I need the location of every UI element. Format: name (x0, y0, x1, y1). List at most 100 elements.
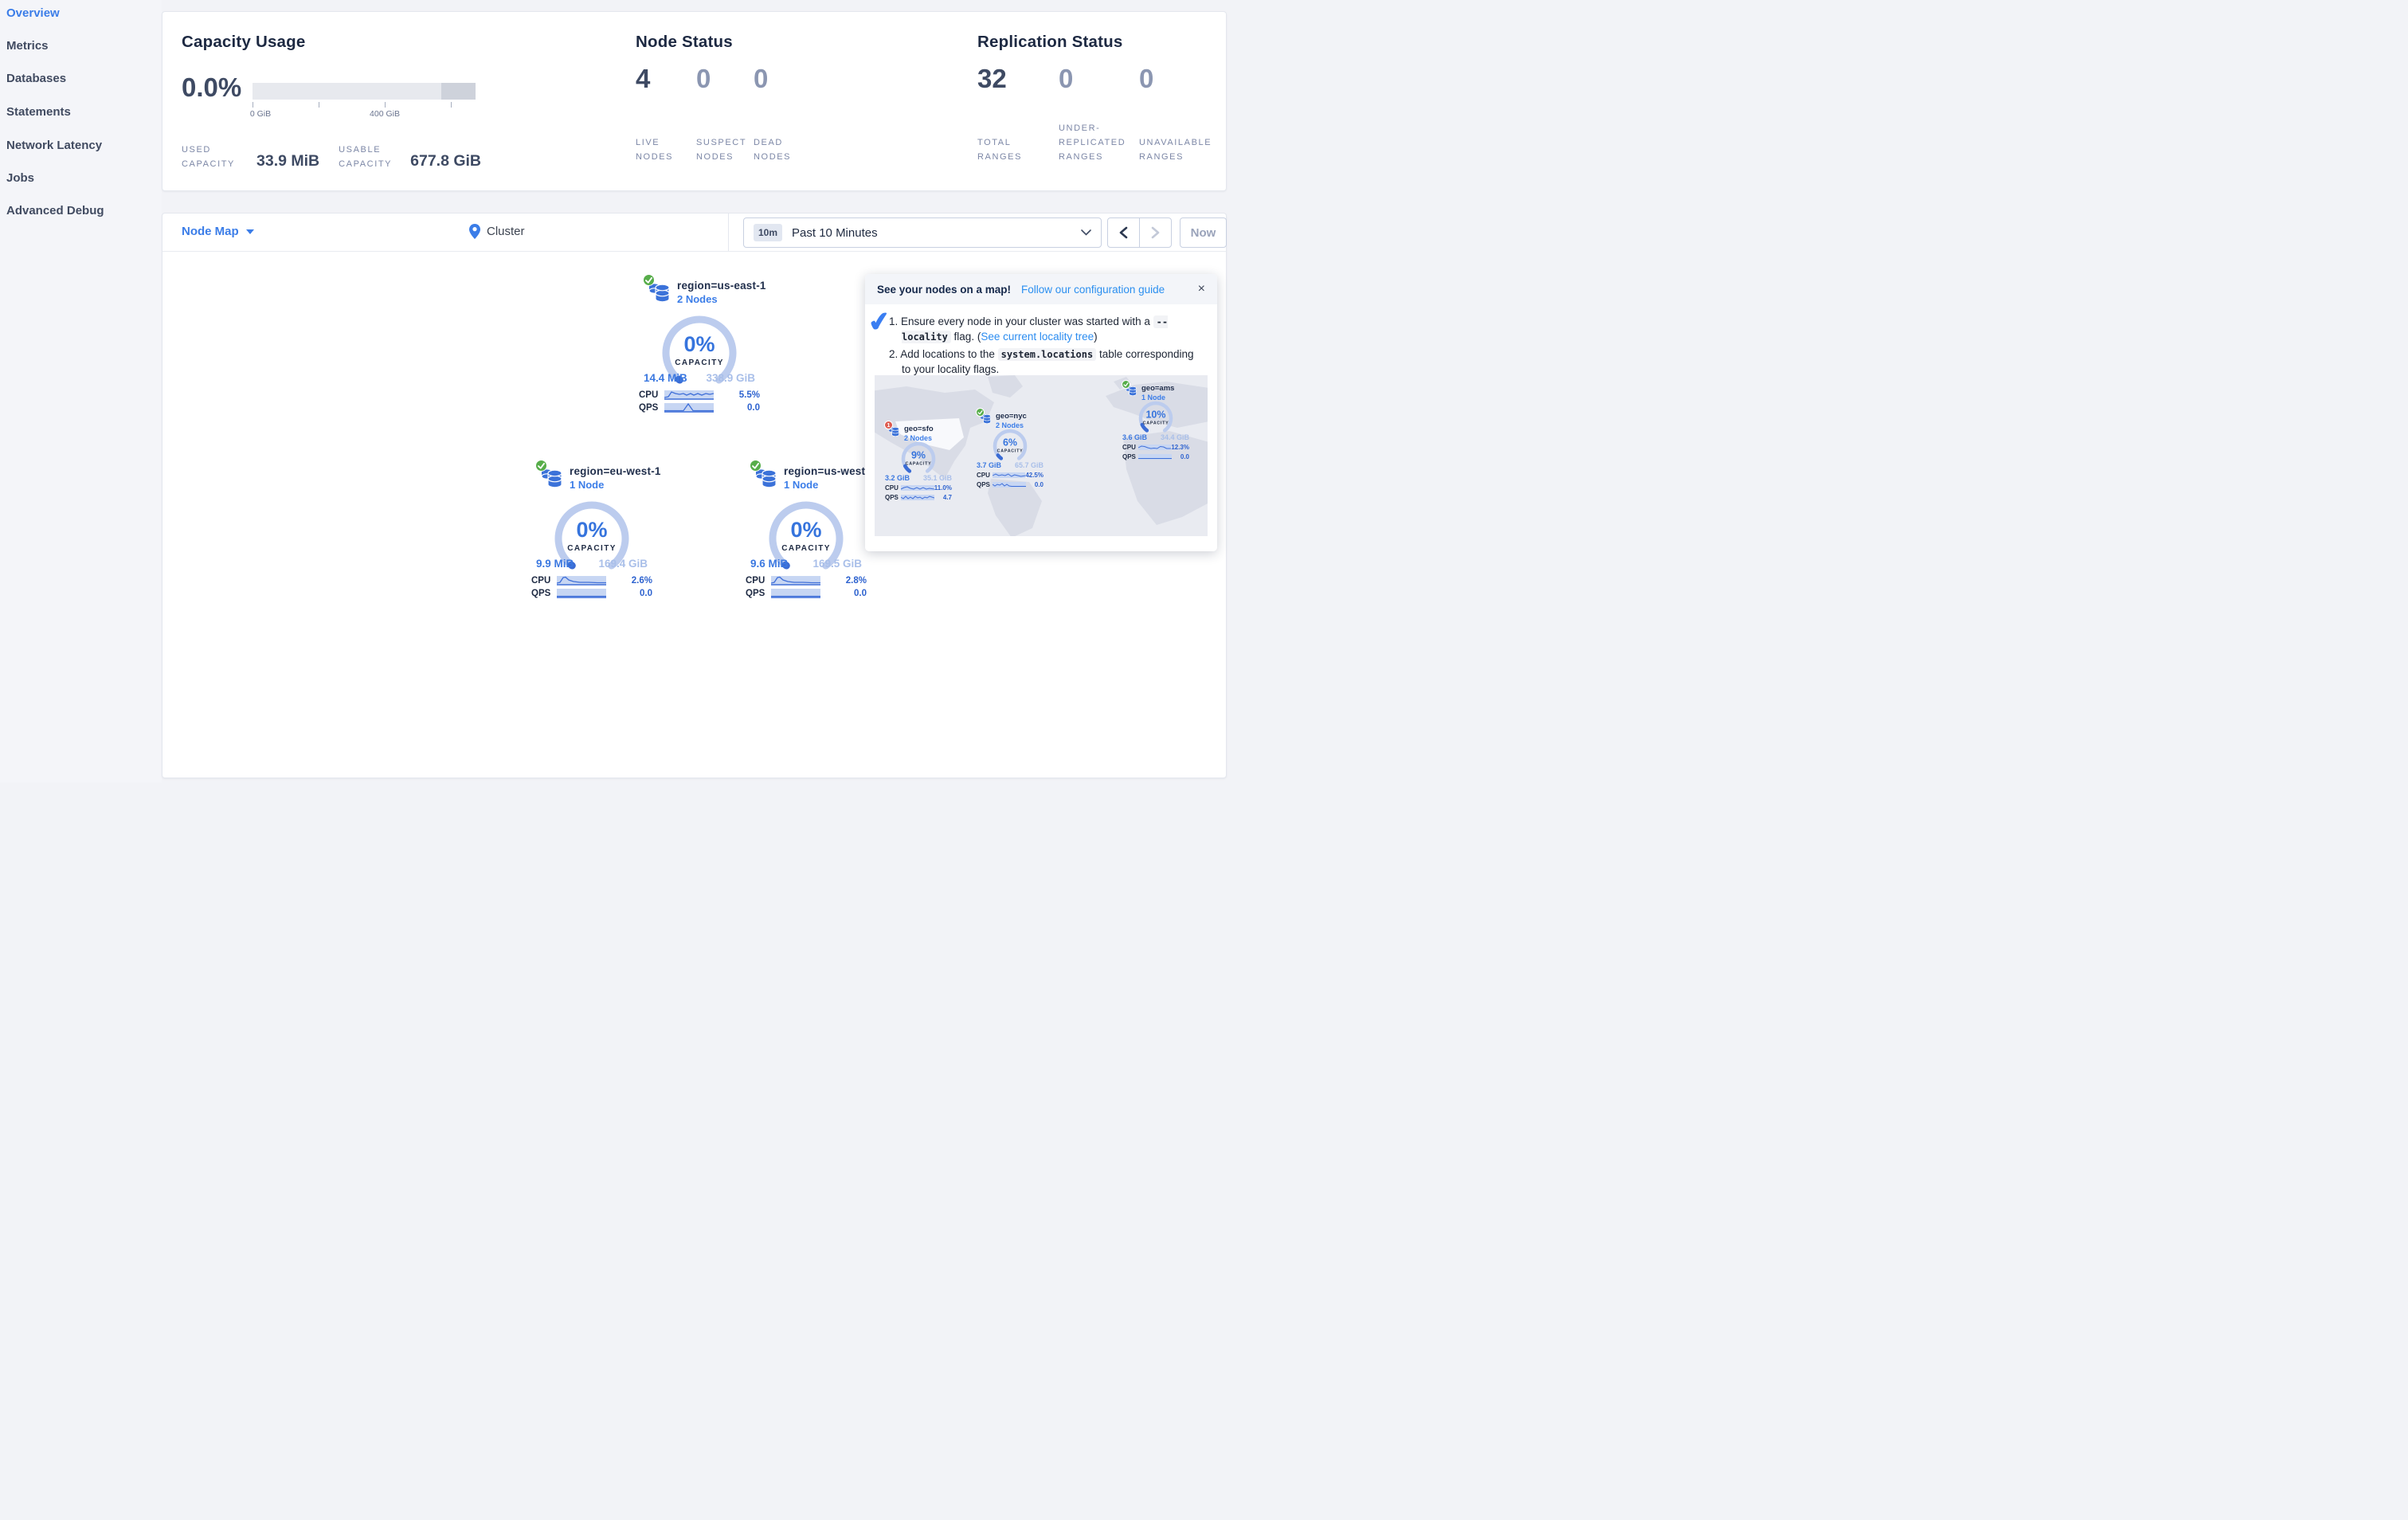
cpu-label: CPU (977, 472, 990, 479)
cpu-value: 2.8% (845, 575, 867, 586)
cpu-value: 2.6% (631, 575, 652, 586)
chevron-right-icon (1151, 226, 1160, 239)
cpu-sparkline (900, 485, 934, 491)
setup-steps: 1. Ensure every node in your cluster was… (865, 304, 1217, 378)
live-nodes-label: LIVE NODES (636, 137, 674, 162)
capacity-gauge: 6% CAPACITY (993, 429, 1028, 460)
region-name: region=eu-west-1 (570, 465, 661, 477)
capacity-gauge: 9% CAPACITY (901, 441, 936, 473)
time-range-badge: 10m (754, 224, 783, 241)
sidebar-item-jobs[interactable]: Jobs (6, 171, 35, 185)
cpu-value: 11.0% (934, 484, 952, 492)
next-time-button[interactable] (1139, 218, 1171, 247)
region-name: region=us-west-1 (784, 465, 875, 477)
geo-name: geo=nyc (996, 412, 1027, 421)
cpu-sparkline (557, 576, 606, 586)
breadcrumb-label: Cluster (487, 225, 525, 238)
sidebar: Overview Metrics Databases Statements Ne… (0, 0, 162, 782)
chevron-down-icon (1081, 229, 1091, 236)
capacity-tick-0gib: 0 GiB (249, 109, 272, 119)
locality-tree-link[interactable]: See current locality tree (981, 330, 1094, 343)
capacity-bar-other-segment (441, 83, 476, 100)
time-range-dropdown[interactable]: 10m Past 10 Minutes (743, 217, 1102, 248)
node-map-toolbar: Node Map Cluster 10m Past 10 Minutes (162, 214, 1227, 252)
qps-value: 0.0 (854, 588, 867, 598)
setup-step-2: 2. Add locations to the system.locations… (889, 348, 1194, 375)
geo-node-count-link[interactable]: 1 Node (1141, 394, 1166, 402)
time-pager (1107, 217, 1172, 248)
configuration-guide-link[interactable]: Follow our configuration guide (1021, 283, 1165, 296)
svg-text:CAPACITY: CAPACITY (781, 544, 831, 553)
warning-status-icon: 1 (884, 421, 893, 429)
cluster-summary-card: Capacity Usage 0.0% 0 GiB 400 GiB US (162, 11, 1227, 191)
sidebar-item-databases[interactable]: Databases (6, 72, 67, 85)
toolbar-divider (728, 214, 729, 251)
qps-label: QPS (639, 402, 659, 413)
qps-sparkline (1138, 454, 1172, 460)
capacity-usage-title: Capacity Usage (182, 33, 306, 51)
region-used-capacity: 9.6 MiB (750, 558, 789, 570)
svg-text:CAPACITY: CAPACITY (567, 544, 617, 553)
healthy-status-icon (976, 408, 985, 417)
capacity-bar: 0 GiB 400 GiB (249, 83, 476, 120)
cpu-value: 5.5% (738, 390, 760, 400)
replication-status-title: Replication Status (977, 33, 1123, 51)
sidebar-item-advanced-debug[interactable]: Advanced Debug (6, 204, 104, 217)
cpu-label: CPU (746, 575, 765, 586)
qps-sparkline (993, 482, 1026, 488)
region-node-count-link[interactable]: 1 Node (570, 479, 605, 491)
map-pin-icon (469, 224, 480, 239)
geo-total-capacity: 65.7 GiB (1014, 461, 1043, 469)
dead-nodes-label: DEAD NODES (754, 137, 792, 162)
qps-value: 0.0 (1034, 481, 1043, 488)
under-replicated-ranges-label: UNDER- REPLICATED RANGES (1059, 123, 1126, 162)
geo-node-count-link[interactable]: 2 Nodes (996, 421, 1024, 429)
system-locations-code: system.locations (997, 348, 1097, 362)
healthy-status-icon (643, 274, 655, 286)
sidebar-item-metrics[interactable]: Metrics (6, 39, 49, 53)
cpu-label: CPU (639, 390, 659, 400)
geo-node-count-link[interactable]: 2 Nodes (904, 434, 933, 442)
completed-check-icon: ✔ (866, 305, 893, 338)
sidebar-item-network-latency[interactable]: Network Latency (6, 139, 103, 152)
close-icon[interactable]: × (1197, 282, 1205, 296)
capacity-bar-ticks (253, 102, 476, 108)
chevron-down-icon (245, 229, 254, 234)
suspect-nodes-label: SUSPECT NODES (696, 137, 747, 162)
cpu-sparkline (771, 576, 820, 586)
callout-title: See your nodes on a map! (877, 283, 1012, 296)
qps-sparkline (771, 589, 820, 598)
qps-label: QPS (746, 588, 765, 598)
qps-label: QPS (977, 481, 990, 488)
svg-text:0%: 0% (790, 518, 821, 542)
time-range-label: Past 10 Minutes (792, 225, 878, 240)
unavailable-ranges-label: UNAVAILABLE RANGES (1139, 137, 1212, 162)
geo-used-capacity: 3.6 GiB (1122, 433, 1148, 441)
region-total-capacity: 338.9 GiB (706, 372, 755, 384)
capacity-percent: 0.0% (182, 72, 242, 102)
cpu-sparkline (992, 472, 1026, 478)
region-node-count-link[interactable]: 2 Nodes (677, 293, 718, 305)
svg-text:0%: 0% (576, 518, 607, 542)
used-capacity-value: 33.9 MiB (256, 152, 320, 170)
sidebar-item-statements[interactable]: Statements (6, 105, 71, 119)
capacity-usage-section: Capacity Usage 0.0% 0 GiB 400 GiB US (182, 33, 516, 176)
svg-text:CAPACITY: CAPACITY (1143, 421, 1169, 426)
sidebar-item-overview[interactable]: Overview (6, 6, 60, 20)
prev-time-button[interactable] (1108, 218, 1139, 247)
svg-text:CAPACITY: CAPACITY (906, 462, 932, 467)
svg-text:9%: 9% (911, 450, 926, 461)
healthy-status-icon (535, 460, 547, 472)
node-map-setup-callout: See your nodes on a map! Follow our conf… (865, 274, 1217, 551)
svg-text:6%: 6% (1003, 437, 1017, 449)
region-node-count-link[interactable]: 1 Node (784, 479, 819, 491)
capacity-gauge: 0% CAPACITY (662, 315, 737, 384)
svg-text:CAPACITY: CAPACITY (675, 358, 724, 367)
now-button[interactable]: Now (1180, 217, 1227, 248)
capacity-tick-400gib: 400 GiB (370, 109, 400, 119)
cpu-sparkline (1137, 445, 1172, 450)
view-mode-dropdown[interactable]: Node Map (182, 225, 254, 238)
breadcrumb[interactable]: Cluster (469, 224, 525, 239)
qps-value: 0.0 (640, 588, 652, 598)
qps-value: 4.7 (942, 494, 952, 501)
